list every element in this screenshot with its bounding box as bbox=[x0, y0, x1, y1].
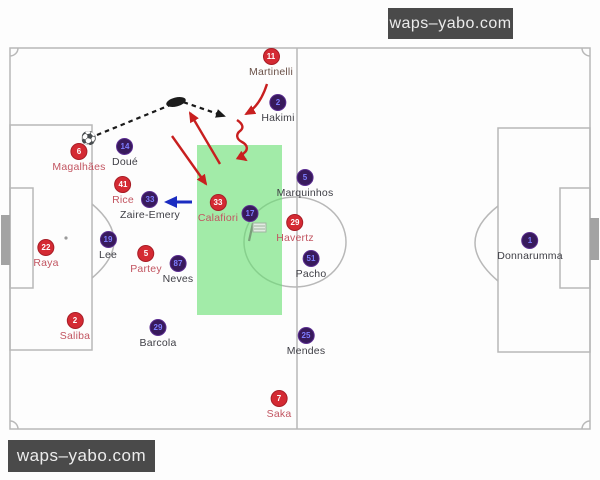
player-calafiori: 33 Calafiori bbox=[198, 194, 238, 224]
player-number: 51 bbox=[302, 250, 320, 267]
player-lee: 19 Lee bbox=[99, 231, 117, 261]
player-martinelli: 11 Martinelli bbox=[249, 48, 293, 78]
player-hakimi: 2 Hakimi bbox=[261, 94, 294, 124]
ball-icon: ⚽ bbox=[80, 130, 98, 146]
martinelli-press-arrow bbox=[244, 83, 269, 116]
player-number: 22 bbox=[37, 239, 55, 256]
player-name-label: Lee bbox=[98, 249, 118, 261]
player-havertz: 29 Havertz bbox=[276, 214, 314, 244]
dashed-pass-arrow bbox=[96, 99, 226, 137]
corner-flag-icon bbox=[247, 222, 267, 242]
player-number: 33 bbox=[141, 191, 159, 208]
player-neves: 87 Neves bbox=[163, 255, 194, 285]
watermark-top: waps–yabo.com bbox=[388, 8, 513, 39]
player-number: 7 bbox=[270, 390, 288, 407]
left-penalty-spot bbox=[64, 236, 68, 240]
player-number: 17 bbox=[241, 205, 259, 222]
corner-arc bbox=[581, 420, 591, 430]
player-number: 1 bbox=[521, 232, 539, 249]
player-name-label: Doué bbox=[112, 156, 138, 168]
player-number: 11 bbox=[262, 48, 280, 65]
player-name-label: Marquinhos bbox=[276, 187, 334, 199]
player-marquinhos: 5 Marquinhos bbox=[277, 169, 334, 199]
player-name-label: Rice bbox=[112, 194, 134, 206]
player-blob bbox=[166, 97, 186, 107]
player-saka: 7 Saka bbox=[267, 390, 292, 420]
player-number: 14 bbox=[116, 138, 134, 155]
right-penalty-arc bbox=[474, 205, 499, 282]
player-zaire-emery: 33 Zaire-Emery bbox=[120, 191, 180, 221]
player-raya: 22 Raya bbox=[33, 239, 58, 269]
player-number: 5 bbox=[296, 169, 314, 186]
corner-arc bbox=[9, 420, 19, 430]
corner-arc bbox=[9, 47, 19, 57]
player-name-label: Neves bbox=[162, 273, 194, 285]
player-donnarumma: 1 Donnarumma bbox=[497, 232, 563, 262]
watermark-bottom: waps–yabo.com bbox=[8, 440, 155, 472]
player-magalhaes: 6 Magalhães bbox=[52, 143, 105, 173]
player-pacho: 51 Pacho bbox=[296, 250, 327, 280]
player-name-label: Pacho bbox=[295, 268, 327, 280]
corner-arc bbox=[581, 47, 591, 57]
player-name-label: Saka bbox=[266, 408, 292, 420]
player-rice: 41 Rice bbox=[112, 176, 134, 206]
player-mendes: 25 Mendes bbox=[287, 327, 326, 357]
player-number: 29 bbox=[149, 319, 167, 336]
left-goal bbox=[1, 215, 10, 265]
player-name-label: Donnarumma bbox=[497, 250, 563, 262]
player-doue: 14 Doué bbox=[112, 138, 138, 168]
player-partey: 5 Partey bbox=[130, 245, 162, 275]
player-number: 25 bbox=[297, 327, 315, 344]
player-name-label: Raya bbox=[33, 257, 59, 269]
player-barcola: 29 Barcola bbox=[139, 319, 176, 349]
right-goal bbox=[590, 218, 599, 260]
player-name-label: Calafiori bbox=[197, 212, 239, 224]
player-saliba: 2 Saliba bbox=[60, 312, 90, 342]
player-number: 87 bbox=[169, 255, 187, 272]
player-name-label: Zaire-Emery bbox=[120, 209, 180, 221]
player-name-label: Martinelli bbox=[248, 66, 294, 78]
player-name-label: Hakimi bbox=[261, 112, 295, 124]
wavy-run-arrow bbox=[235, 119, 248, 162]
player-name-label: Saliba bbox=[59, 330, 91, 342]
press-up-arrow bbox=[188, 111, 222, 165]
player-number: 41 bbox=[114, 176, 132, 193]
player-17: 17 bbox=[241, 205, 259, 223]
player-name-label: Mendes bbox=[286, 345, 326, 357]
player-number: 2 bbox=[269, 94, 287, 111]
player-number: 33 bbox=[209, 194, 227, 211]
player-number: 6 bbox=[70, 143, 88, 160]
player-name-label: Partey bbox=[130, 263, 162, 275]
run-into-zone-arrow bbox=[171, 135, 208, 186]
highlight-zone bbox=[197, 145, 282, 315]
player-name-label: Havertz bbox=[276, 232, 314, 244]
player-name-label: Magalhães bbox=[52, 161, 106, 173]
player-number: 29 bbox=[286, 214, 304, 231]
player-number: 2 bbox=[66, 312, 84, 329]
player-name-label: Barcola bbox=[139, 337, 177, 349]
player-number: 5 bbox=[137, 245, 155, 262]
player-number: 19 bbox=[99, 231, 117, 248]
